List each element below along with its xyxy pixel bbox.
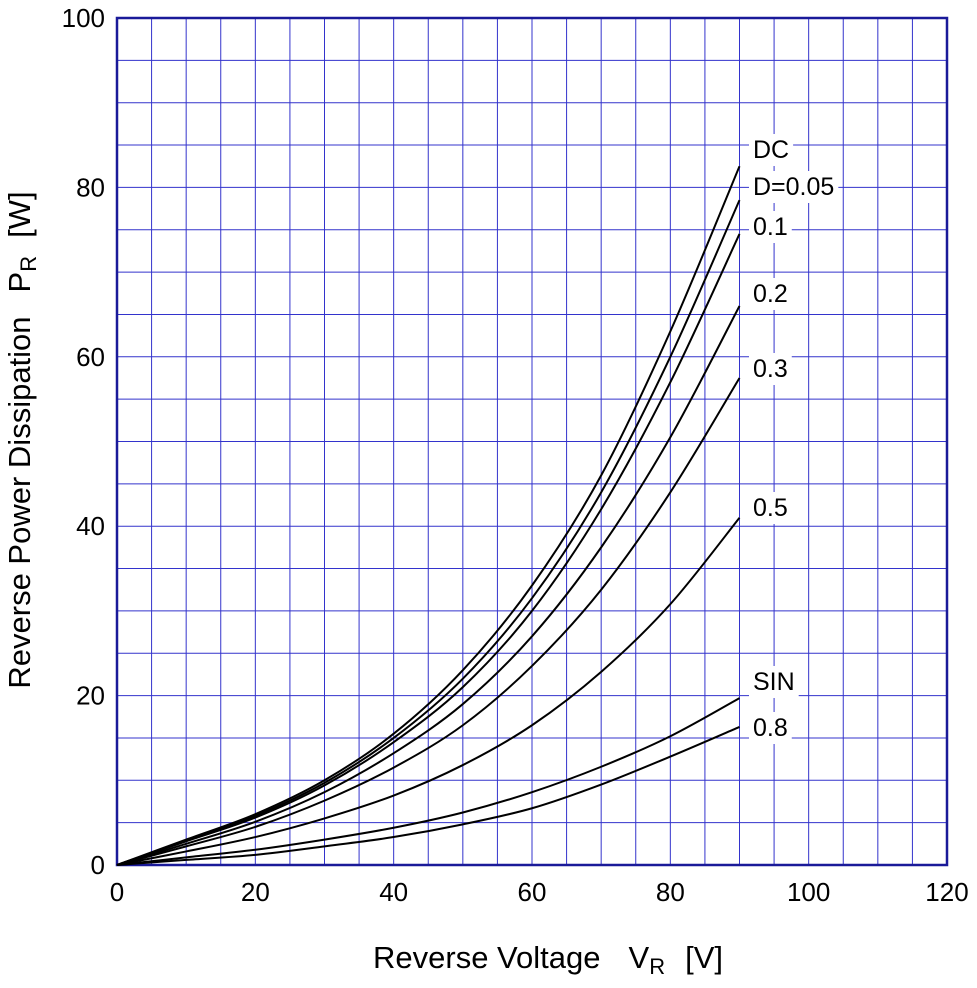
curve-labels: DC D=0.05 0.1 0.2 0.3 0.5 SIN 0.8 xyxy=(749,134,839,744)
curves xyxy=(116,165,741,866)
curve-label-background xyxy=(749,134,794,166)
x-tick-label: 60 xyxy=(518,877,547,907)
curve-0-8 xyxy=(116,726,740,866)
curve-0-2 xyxy=(116,305,741,866)
x-tick-label: 100 xyxy=(787,877,830,907)
curve-dc xyxy=(116,165,741,866)
y-tick-label: 20 xyxy=(76,681,105,711)
curve-sin xyxy=(116,697,740,866)
curve-label-background xyxy=(749,211,792,243)
curve-label: 0.2 xyxy=(753,280,788,308)
curve-0-3 xyxy=(116,377,741,866)
y-tick-label: 60 xyxy=(76,342,105,372)
curve-label: 0.3 xyxy=(753,355,788,383)
curve-label: 0.1 xyxy=(753,213,788,241)
curve-label: 0.5 xyxy=(753,494,788,522)
curve-label: D=0.05 xyxy=(753,173,834,201)
grid xyxy=(117,18,947,865)
curve-label: SIN xyxy=(753,668,795,696)
x-tick-label: 80 xyxy=(656,877,685,907)
curve-label-background xyxy=(749,712,792,744)
curve-label: DC xyxy=(753,136,789,164)
y-axis-title: Reverse Power DissipationPR[W] xyxy=(2,191,41,688)
y-tick-label: 100 xyxy=(62,3,105,33)
curve-d-0-05 xyxy=(116,199,741,866)
curve-label-background xyxy=(749,666,799,698)
tick-labels: 0 20 40 60 80 100 120 0 20 40 60 80 100 xyxy=(62,3,969,907)
curve-label-background xyxy=(749,278,792,310)
x-tick-label: 0 xyxy=(110,877,124,907)
curve-label-background xyxy=(749,353,792,385)
curve-0-5 xyxy=(116,517,741,866)
curve-label-background xyxy=(749,492,792,524)
x-tick-label: 120 xyxy=(925,877,968,907)
x-tick-label: 40 xyxy=(379,877,408,907)
curve-0-1 xyxy=(116,233,741,866)
plot-frame xyxy=(115,16,949,867)
curve-label: 0.8 xyxy=(753,714,788,742)
y-tick-label: 40 xyxy=(76,511,105,541)
curve-label-background xyxy=(749,171,839,203)
y-tick-label: 0 xyxy=(91,850,105,880)
x-axis-title: Reverse Voltage VR [V] xyxy=(373,940,723,979)
x-tick-label: 20 xyxy=(241,877,270,907)
y-tick-label: 80 xyxy=(76,172,105,202)
